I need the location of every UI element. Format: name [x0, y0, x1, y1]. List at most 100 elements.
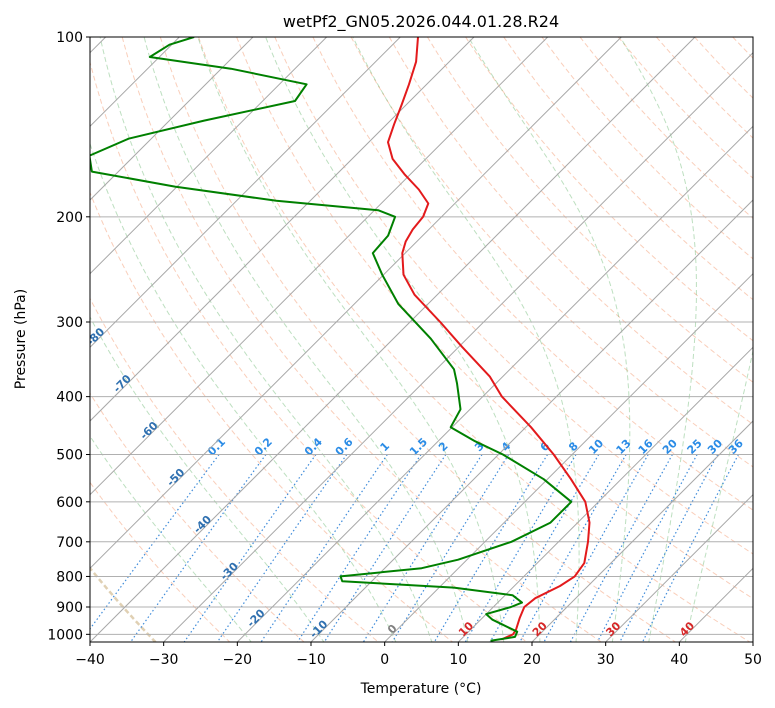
x-axis-ticks: −40 −30 −20 −10 0 10 20 30 40 50: [75, 642, 762, 668]
isotherm-label-cold: -10: [307, 617, 330, 640]
dry-adiabat-390: [465, 37, 753, 342]
dry-adiabat-270: [90, 297, 379, 642]
mixing-ratio-line: [362, 454, 483, 642]
profile-curves: [90, 37, 591, 642]
mixing-ratio-label: 25: [685, 437, 705, 457]
y-axis-ticks: 100 200 300 400 500 600 700 800 900 1000: [47, 30, 90, 643]
moist-adiabat-15: [197, 37, 505, 642]
dry-adiabat-440: [656, 37, 753, 139]
isotherm-line: [90, 37, 328, 275]
y-tick-label: 400: [56, 390, 83, 406]
mixing-ratio-label: 30: [705, 437, 725, 457]
mixing-ratio-line: [569, 454, 673, 642]
mixing-ratio-line: [543, 454, 649, 642]
isotherm-label-cold: -100: [28, 228, 57, 257]
isotherm-label-cold: -70: [111, 372, 134, 395]
dewpoint-profile: [90, 37, 573, 642]
isotherm-label-cold: -20: [244, 606, 267, 629]
dry-adiabat-370: [388, 37, 753, 425]
isotherm-line: [90, 37, 475, 422]
y-tick-label: 1000: [47, 627, 83, 643]
y-tick-label: 600: [56, 495, 83, 511]
isotherm-label-warm: 40: [677, 619, 697, 639]
y-tick-label: 500: [56, 448, 83, 464]
dry-adiabat-360: [350, 37, 753, 468]
isotherm-line: [163, 51, 753, 642]
dry-adiabat-310: [159, 37, 676, 642]
y-tick-label: 100: [56, 30, 83, 46]
isotherm-label-cold: -90: [57, 278, 80, 301]
dry-adiabat-250: [90, 481, 231, 642]
isotherm-line: [90, 37, 696, 642]
isotherm-line: [605, 493, 753, 642]
mixing-ratio-label: 10: [586, 437, 606, 457]
isotherm-line: [752, 641, 753, 642]
mixing-ratio-line: [519, 454, 627, 642]
isobar-grid: [90, 216, 753, 635]
isotherm-line: [236, 125, 753, 642]
isotherm-line: [531, 420, 753, 642]
plot-area: 0.10.20.40.611.52346810131620253036 -100…: [28, 37, 753, 642]
mixing-ratio-line: [260, 454, 388, 642]
moist-adiabat-5: [99, 37, 433, 642]
x-tick-label: 50: [744, 652, 762, 668]
moist-adiabat--10: [90, 315, 325, 642]
mixing-ratio-line: [216, 454, 348, 642]
mixing-ratio-line: [489, 454, 600, 642]
plot-frame: [89, 36, 754, 643]
isotherm-label-cold: -50: [164, 466, 187, 489]
moist-adiabat-30: [467, 37, 631, 642]
dry-adiabat-330: [236, 37, 753, 600]
mixing-ratio-line: [183, 454, 317, 642]
mixing-ratio-line: [619, 454, 719, 642]
dry-adiabat-350: [312, 37, 753, 511]
mixing-ratio-line: [596, 454, 698, 642]
mixing-ratio-line: [642, 454, 739, 642]
isotherm-line: [457, 346, 753, 642]
mixing-ratio-line: [464, 454, 577, 642]
y-tick-label: 800: [56, 569, 83, 585]
dry-adiabat-280: [90, 191, 453, 642]
moist-adiabat-20: [265, 37, 541, 642]
x-tick-label: 10: [449, 652, 467, 668]
moist-adiabat-35: [619, 37, 697, 642]
mixing-ratio-line: [90, 454, 220, 630]
dry-adiabat-450: [694, 37, 753, 99]
x-tick-label: 0: [380, 652, 389, 668]
dry-adiabat-380: [426, 37, 753, 383]
mixing-ratio-label: 20: [660, 437, 680, 457]
x-tick-label: 30: [597, 652, 615, 668]
x-tick-label: −40: [75, 652, 105, 668]
x-axis-label: Temperature (°C): [360, 681, 482, 697]
dry-adiabat-heavy: [90, 566, 157, 642]
mixing-ratio-line: [130, 454, 267, 642]
y-axis-label: Pressure (hPa): [13, 289, 29, 389]
chart-title: wetPf2_GN05.2026.044.01.28.R24: [283, 12, 559, 32]
isotherm-line: [310, 199, 753, 642]
y-tick-label: 700: [56, 535, 83, 551]
moist-adiabats: [90, 37, 753, 642]
mixing-ratio-line: [433, 454, 549, 642]
mixing-ratio-label: 13: [614, 437, 634, 457]
isotherm-label-warm: 10: [456, 619, 476, 639]
isotherm-label-warm: 20: [530, 619, 550, 639]
dry-adiabat-400: [503, 37, 753, 301]
isotherm-line: [384, 272, 753, 642]
isotherm-line: [90, 37, 549, 496]
isotherm-label-warm: 30: [603, 619, 623, 639]
dry-adiabat-260: [90, 392, 305, 642]
x-tick-label: −20: [223, 652, 253, 668]
isotherm-line: [90, 37, 401, 349]
isotherm-line: [90, 37, 622, 570]
moist-adiabat-10: [143, 37, 469, 642]
moist-adiabat-0: [90, 142, 397, 642]
dry-adiabat-290: [90, 60, 528, 642]
isotherm-label-cold: -60: [137, 419, 160, 442]
dry-adiabats: [90, 37, 753, 642]
mixing-ratio-label: 1: [378, 440, 393, 455]
mixing-ratio-label: 36: [726, 437, 746, 457]
x-tick-label: −30: [149, 652, 179, 668]
x-tick-label: −10: [296, 652, 326, 668]
isotherm-label-cold: -80: [84, 325, 107, 348]
